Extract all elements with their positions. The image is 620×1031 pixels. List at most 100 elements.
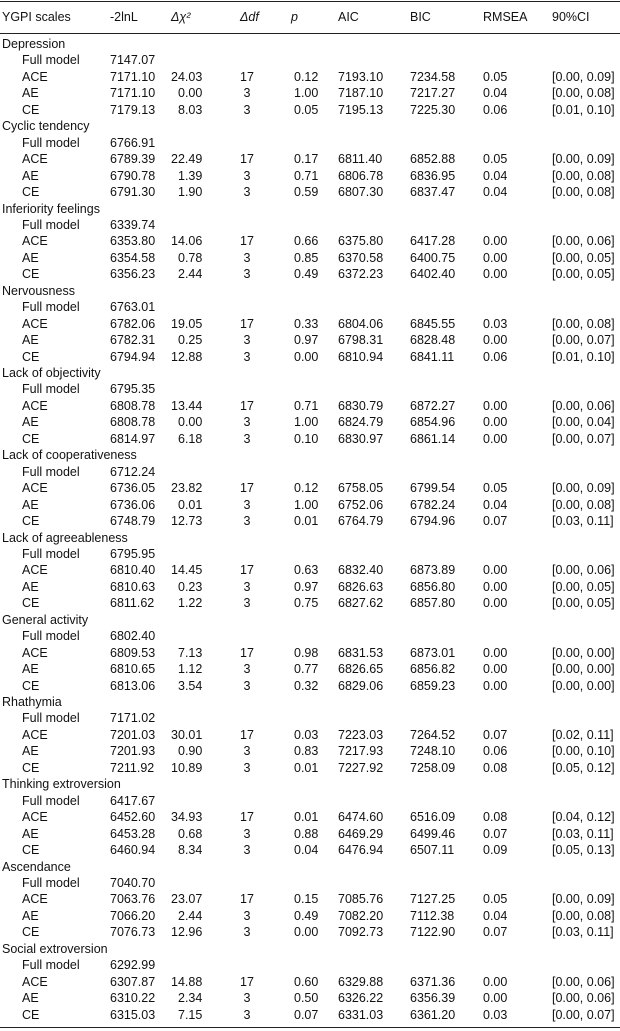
value-cell: 6339.74 <box>110 217 156 232</box>
value-cell: 0.71 <box>294 398 319 413</box>
value-cell: [0.00, 0.05] <box>552 250 615 265</box>
value-cell: 6806.78 <box>338 168 384 183</box>
value-cell: 14.45 <box>171 563 203 578</box>
model-name: Full model <box>22 958 80 973</box>
group-name: Inferiority feelings <box>2 201 100 216</box>
model-name: ACE <box>22 974 48 989</box>
value-cell: 12.88 <box>171 349 203 364</box>
value-cell: 0.06 <box>483 744 508 759</box>
value-cell: 7179.13 <box>110 102 156 117</box>
model-name: CE <box>22 185 40 200</box>
value-cell: 17 <box>240 892 254 907</box>
value-cell: 0.00 <box>178 86 203 101</box>
model-name: ACE <box>22 398 48 413</box>
value-cell: 2.34 <box>178 991 203 1006</box>
value-cell: 6763.01 <box>110 300 156 315</box>
value-cell: 6873.89 <box>410 563 456 578</box>
value-cell: 6799.54 <box>410 481 456 496</box>
value-cell: 6469.29 <box>338 826 384 841</box>
value-cell: 0.03 <box>483 316 508 331</box>
group-name: Thinking extroversion <box>2 777 121 792</box>
value-cell: 0.17 <box>294 152 319 167</box>
header-cell: Δdf <box>240 10 259 24</box>
model-name: Full model <box>22 464 80 479</box>
value-cell: 6804.06 <box>338 316 384 331</box>
value-cell: 0.00 <box>483 415 508 430</box>
group-name: Lack of agreeableness <box>2 530 128 545</box>
value-cell: 0.07 <box>483 925 508 940</box>
value-cell: 0.05 <box>294 102 319 117</box>
value-cell: 0.63 <box>294 563 319 578</box>
value-cell: 6810.40 <box>110 563 156 578</box>
value-cell: 7171.02 <box>110 711 156 726</box>
value-cell: 6292.99 <box>110 958 156 973</box>
value-cell: 0.75 <box>294 596 319 611</box>
value-cell: 3 <box>243 333 251 348</box>
value-cell: 0.77 <box>294 662 319 677</box>
model-name: Full model <box>22 135 80 150</box>
value-cell: 3 <box>243 267 251 282</box>
model-name: AE <box>22 744 39 759</box>
value-cell: 0.00 <box>483 596 508 611</box>
model-name: CE <box>22 925 40 940</box>
value-cell: 6736.06 <box>110 497 156 512</box>
model-name: CE <box>22 514 40 529</box>
value-cell: 6356.23 <box>110 267 156 282</box>
value-cell: 12.73 <box>171 514 203 529</box>
value-cell: 6476.94 <box>338 843 384 858</box>
header-cell: RMSEA <box>483 10 528 24</box>
model-name: AE <box>22 662 39 677</box>
value-cell: 3 <box>243 662 251 677</box>
value-cell: 17 <box>240 810 254 825</box>
value-cell: 0.00 <box>483 645 508 660</box>
value-cell: [0.04, 0.12] <box>552 810 615 825</box>
value-cell: 7127.25 <box>410 892 456 907</box>
value-cell: 6766.91 <box>110 135 156 150</box>
value-cell: 17 <box>240 152 254 167</box>
value-cell: 7195.13 <box>338 102 384 117</box>
value-cell: 6811.40 <box>338 152 383 167</box>
value-cell: 6824.79 <box>338 415 384 430</box>
value-cell: 3 <box>243 826 251 841</box>
value-cell: 1.12 <box>178 662 203 677</box>
value-cell: 6375.80 <box>338 234 384 249</box>
value-cell: 3 <box>243 925 251 940</box>
value-cell: 6356.39 <box>410 991 456 1006</box>
value-cell: 6808.78 <box>110 415 156 430</box>
value-cell: 7201.03 <box>110 727 156 742</box>
value-cell: 0.07 <box>294 1007 319 1022</box>
model-name: CE <box>22 102 40 117</box>
model-name: AE <box>22 415 39 430</box>
value-cell: 17 <box>240 234 254 249</box>
group-name: Cyclic tendency <box>2 119 90 134</box>
value-cell: [0.00, 0.08] <box>552 168 615 183</box>
model-name: AE <box>22 86 39 101</box>
model-name: AE <box>22 168 39 183</box>
model-name: ACE <box>22 563 48 578</box>
value-cell: 14.06 <box>171 234 203 249</box>
value-cell: 22.49 <box>171 152 203 167</box>
model-name: CE <box>22 267 40 282</box>
value-cell: [0.00, 0.09] <box>552 69 615 84</box>
value-cell: 0.97 <box>294 579 319 594</box>
value-cell: 6795.35 <box>110 382 156 397</box>
value-cell: [0.05, 0.12] <box>552 760 615 775</box>
value-cell: 6712.24 <box>110 464 156 479</box>
value-cell: 6353.80 <box>110 234 156 249</box>
value-cell: 0.00 <box>483 991 508 1006</box>
value-cell: 0.00 <box>294 349 319 364</box>
header-cell: YGPI scales <box>2 10 71 24</box>
header-cell: AIC <box>338 10 359 24</box>
value-cell: 0.00 <box>483 678 508 693</box>
value-cell: 0.03 <box>294 727 319 742</box>
value-cell: 3 <box>243 596 251 611</box>
value-cell: 7211.92 <box>110 760 155 775</box>
value-cell: 6499.46 <box>410 826 456 841</box>
value-cell: 6307.87 <box>110 974 156 989</box>
value-cell: 0.07 <box>483 727 508 742</box>
value-cell: 13.44 <box>171 398 203 413</box>
value-cell: 0.00 <box>483 333 508 348</box>
value-cell: 0.01 <box>294 760 319 775</box>
value-cell: 6831.53 <box>338 645 384 660</box>
